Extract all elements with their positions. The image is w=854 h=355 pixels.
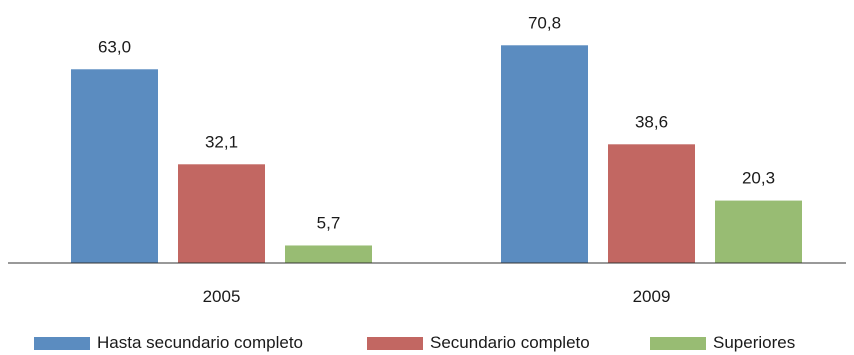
bars-layer [71, 45, 802, 264]
value-label-2009-series-1: 38,6 [635, 112, 668, 131]
legend-swatch-2 [650, 336, 706, 350]
bar-2009-series-2 [715, 200, 802, 263]
legend-label-0: Hasta secundario completo [97, 333, 304, 352]
category-label-2009: 2009 [633, 287, 671, 306]
bar-2009-series-0 [501, 45, 588, 263]
value-labels-layer: 63,0 32,1 5,7 70,8 38,6 20,3 [98, 13, 775, 232]
value-label-2005-series-1: 32,1 [205, 132, 238, 151]
category-label-2005: 2005 [203, 287, 241, 306]
legend-item-1: Secundario completo [367, 333, 590, 353]
legend-label-2: Superiores [713, 333, 796, 352]
value-label-2009-series-2: 20,3 [742, 169, 775, 188]
bar-2005-series-1 [178, 164, 265, 263]
bar-2005-series-2 [285, 245, 372, 263]
bar-2005-series-0 [71, 69, 158, 264]
legend-item-0: Hasta secundario completo [34, 333, 303, 353]
category-labels-layer: 2005 2009 [203, 287, 671, 306]
legend-item-2: Superiores [650, 333, 795, 353]
value-label-2005-series-0: 63,0 [98, 37, 131, 56]
value-label-2009-series-0: 70,8 [528, 13, 561, 32]
legend-swatch-1 [367, 336, 423, 350]
legend-swatch-0 [34, 336, 90, 350]
value-label-2005-series-2: 5,7 [317, 213, 341, 232]
bar-2009-series-1 [608, 144, 695, 263]
legend-label-1: Secundario completo [430, 333, 590, 352]
legend: Hasta secundario completo Secundario com… [0, 333, 854, 355]
